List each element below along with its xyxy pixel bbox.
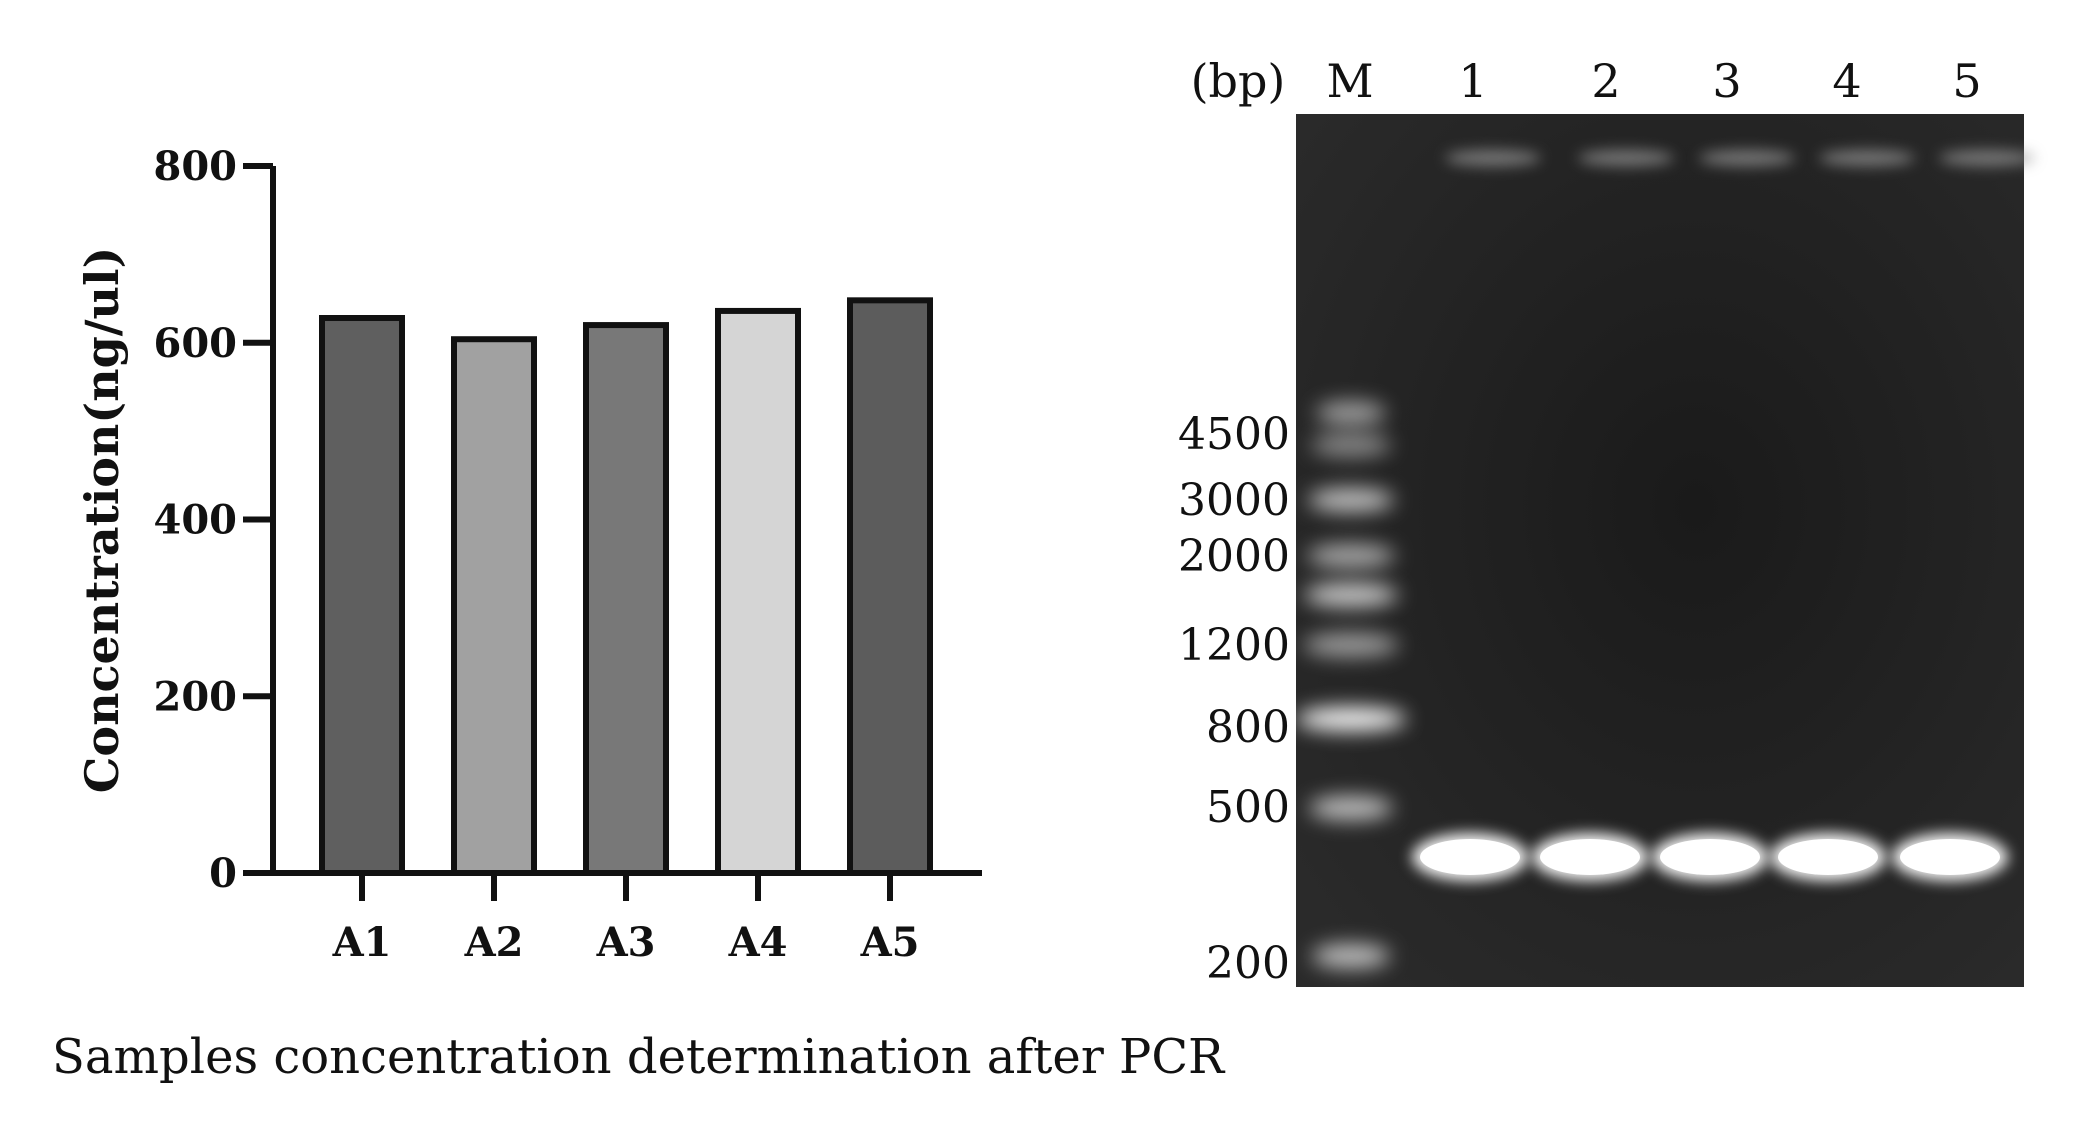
gel-lane-labels: (bp) M 1 2 3 4 5 xyxy=(1191,54,1982,108)
marker-size-label-500: 500 xyxy=(1206,782,1290,833)
x-tick-label-a1: A1 xyxy=(332,919,392,966)
marker-ladder-band xyxy=(1307,544,1395,568)
sample-product-band-core-3 xyxy=(1660,839,1760,875)
marker-ladder-band xyxy=(1316,401,1386,425)
gel-lane-label-1: 1 xyxy=(1458,54,1487,108)
bars xyxy=(319,297,933,876)
gel-bands xyxy=(1296,150,2035,968)
bar-a4 xyxy=(715,307,801,876)
gel-lane-label-2: 2 xyxy=(1591,54,1620,108)
marker-size-label-2000: 2000 xyxy=(1178,531,1290,582)
marker-ladder-band xyxy=(1303,633,1399,657)
bar-chart: 0 200 400 600 800 A1 A2 A3 A4 A5 Concentration(n… xyxy=(75,143,982,966)
gel-lane-label-4: 4 xyxy=(1832,54,1861,108)
gel-lane-label-5: 5 xyxy=(1952,54,1981,108)
marker-size-label-1200: 1200 xyxy=(1178,620,1290,671)
marker-size-label-200: 200 xyxy=(1206,938,1290,989)
bar-a5 xyxy=(847,297,933,876)
marker-ladder-band xyxy=(1308,488,1394,512)
marker-ladder-band xyxy=(1296,707,1406,731)
bar-a2 xyxy=(451,336,537,876)
y-tick-label-800: 800 xyxy=(154,143,238,190)
bar-a1 xyxy=(319,315,405,876)
sample-well-band-4 xyxy=(1819,150,1915,166)
marker-size-label-4500: 4500 xyxy=(1178,409,1290,460)
y-tick-label-600: 600 xyxy=(154,320,238,367)
y-tick-label-200: 200 xyxy=(154,673,238,720)
x-tick-label-a3: A3 xyxy=(596,919,656,966)
gel-unit-label: (bp) xyxy=(1191,54,1286,108)
sample-well-band-1 xyxy=(1445,150,1541,166)
marker-ladder-band xyxy=(1309,796,1393,820)
figure-caption: Samples concentration determination afte… xyxy=(52,1029,1226,1085)
sample-product-band-core-2 xyxy=(1540,839,1640,875)
sample-well-band-2 xyxy=(1578,150,1674,166)
sample-well-band-3 xyxy=(1699,150,1795,166)
x-ticks: A1 A2 A3 A4 A5 xyxy=(332,873,920,966)
marker-ladder-band xyxy=(1304,583,1398,607)
y-axis-title: Concentration(ng/ul) xyxy=(75,247,129,793)
y-tick-label-0: 0 xyxy=(209,850,237,897)
gel-lane-label-m: M xyxy=(1326,54,1373,108)
x-tick-label-a4: A4 xyxy=(728,919,788,966)
marker-ladder-band xyxy=(1311,433,1391,457)
x-tick-label-a5: A5 xyxy=(860,919,920,966)
gel-image xyxy=(1296,114,2024,987)
sample-product-band-core-5 xyxy=(1900,839,2000,875)
marker-ladder-band xyxy=(1312,944,1390,968)
marker-size-label-3000: 3000 xyxy=(1178,475,1290,526)
marker-size-label-800: 800 xyxy=(1206,702,1290,753)
sample-product-band-core-1 xyxy=(1420,839,1520,875)
bar-a3 xyxy=(583,322,669,876)
y-ticks: 0 200 400 600 800 xyxy=(154,143,273,897)
x-tick-label-a2: A2 xyxy=(464,919,524,966)
sample-product-band-core-4 xyxy=(1778,839,1878,875)
y-tick-label-400: 400 xyxy=(154,497,238,544)
sample-well-band-5 xyxy=(1939,150,2035,166)
gel-lane-label-3: 3 xyxy=(1712,54,1741,108)
